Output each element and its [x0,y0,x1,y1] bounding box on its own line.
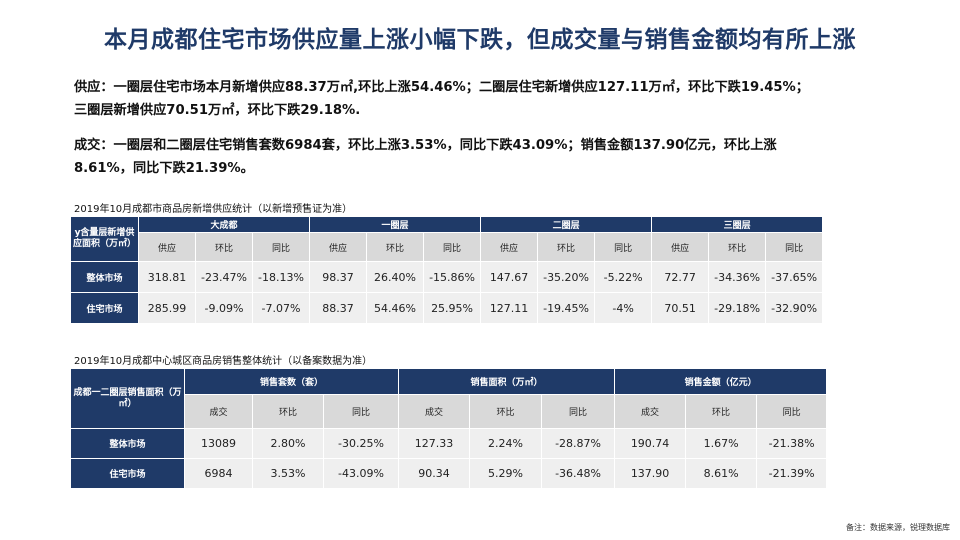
table-cell: 70.51 [651,292,710,324]
table-cell: -18.13% [251,261,311,293]
table-cell: 285.99 [138,292,196,324]
supply-table-caption: 2019年10月成都市商品房新增供应统计（以新增预售证为准） [74,204,353,215]
table-cell: 127.11 [480,292,539,324]
table-cell: 5.29% [469,458,543,489]
supply-table: y含量层新增供应面积（万㎡） 大成都 一圈层 二圈层 三圈层 供应 环比 同比 供应环… [70,216,824,324]
table-cell: -34.36% [708,261,767,293]
column-subheader: 同比 [423,232,482,262]
group-header: 一圈层 [309,216,482,233]
column-subheader: 成交 [614,394,687,429]
table-cell: 147.67 [480,261,539,293]
sales-table-corner: 成都一二圈层销售面积（万㎡） [70,368,185,429]
table-cell: -7.07% [251,292,311,324]
column-subheader: 环比 [195,232,253,262]
table-cell: 127.33 [398,428,471,459]
column-subheader: 同比 [541,394,616,429]
row-label: 整体市场 [70,428,185,459]
table-cell: -43.09% [322,458,400,489]
group-header: 销售套数（套） [183,368,400,395]
table-cell: -21.39% [756,458,828,489]
table-cell: 1.67% [685,428,758,459]
column-subheader: 供应 [309,232,368,262]
column-subheader: 同比 [251,232,311,262]
table-cell: 6984 [184,458,253,489]
table-cell: -36.48% [541,458,616,489]
column-subheader: 环比 [469,394,543,429]
table-cell: 98.37 [309,261,368,293]
column-subheader: 环比 [537,232,596,262]
row-label: 住宅市场 [70,458,185,489]
supply-paragraph: 供应：一圈层住宅市场本月新增供应88.37万㎡,环比上涨54.46%；二圈层住宅… [74,80,809,118]
column-subheader: 环比 [366,232,425,262]
table-cell: -29.18% [708,292,767,324]
table-cell: -32.90% [765,292,824,324]
table-cell: -5.22% [594,261,653,293]
column-subheader: 成交 [184,394,253,429]
table-cell: -21.38% [756,428,828,459]
table-cell: -30.25% [322,428,400,459]
row-label: 整体市场 [70,261,139,293]
column-subheader: 同比 [322,394,400,429]
column-subheader: 供应 [480,232,539,262]
table-cell: -4% [594,292,653,324]
group-header: 销售面积（万㎡） [398,368,616,395]
column-subheader: 同比 [594,232,653,262]
table-cell: 90.34 [398,458,471,489]
slide-title: 本月成都住宅市场供应量上涨小幅下跌，但成交量与销售金额均有所上涨 [104,27,856,53]
group-header: 三圈层 [651,216,824,233]
deals-paragraph: 成交：一圈层和二圈层住宅销售套数6984套，环比上涨3.53%，同比下跌43.0… [74,138,777,176]
table-cell: 25.95% [423,292,482,324]
sales-table: 成都一二圈层销售面积（万㎡） 销售套数（套） 销售面积（万㎡） 销售金额（亿元）… [70,368,828,489]
table-cell: -15.86% [423,261,482,293]
table-cell: -23.47% [195,261,253,293]
table-cell: 2.80% [252,428,324,459]
footnote: 备注：数据来源，锐理数据库 [846,523,950,532]
row-label: 住宅市场 [70,292,139,324]
table-cell: 190.74 [614,428,687,459]
column-subheader: 供应 [651,232,710,262]
table-cell: 2.24% [469,428,543,459]
supply-table-corner: y含量层新增供应面积（万㎡） [70,216,139,262]
column-subheader: 环比 [708,232,767,262]
table-cell: -19.45% [537,292,596,324]
table-cell: -35.20% [537,261,596,293]
column-subheader: 供应 [138,232,196,262]
table-cell: -9.09% [195,292,253,324]
column-subheader: 成交 [398,394,471,429]
table-cell: -28.87% [541,428,616,459]
column-subheader: 同比 [765,232,824,262]
table-cell: 137.90 [614,458,687,489]
table-cell: 54.46% [366,292,425,324]
group-header: 销售金额（亿元） [614,368,828,395]
table-cell: -37.65% [765,261,824,293]
column-subheader: 同比 [756,394,828,429]
column-subheader: 环比 [685,394,758,429]
group-header: 大成都 [137,216,311,233]
sales-table-caption: 2019年10月成都中心城区商品房销售整体统计（以备案数据为准） [74,356,373,367]
table-cell: 8.61% [685,458,758,489]
column-subheader: 环比 [252,394,324,429]
group-header: 二圈层 [480,216,653,233]
table-cell: 13089 [184,428,253,459]
table-cell: 88.37 [309,292,368,324]
table-cell: 72.77 [651,261,710,293]
table-cell: 318.81 [138,261,196,293]
table-cell: 26.40% [366,261,425,293]
table-cell: 3.53% [252,458,324,489]
